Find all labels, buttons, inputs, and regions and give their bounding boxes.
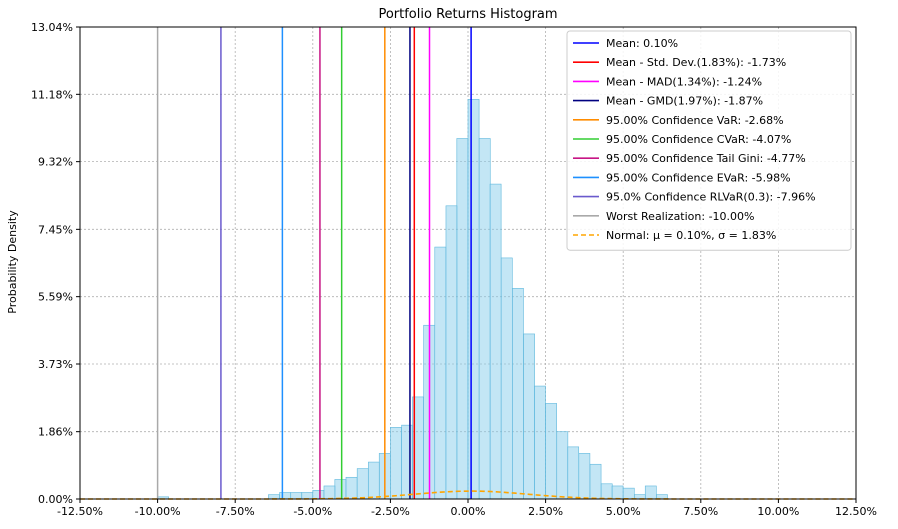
histogram-bar-4 [301,492,314,500]
histogram-bar-10 [368,461,380,500]
histogram-bar-9 [356,468,369,500]
y-tick-label-6: 11.18% [31,88,73,101]
x-tick-label-10: 12.50% [835,505,877,518]
y-tick-label-5: 9.32% [38,156,73,169]
legend: Mean: 0.10% Mean - Std. Dev.(1.83%): -1.7… [566,30,852,251]
histogram-bar-18 [456,138,469,500]
legend-label-var: 95.00% Confidence VaR: -2.68% [606,114,784,127]
legend-label-worst: Worst Realization: -10.00% [606,210,755,223]
y-axis-ticks: 0.00% 1.86% 3.73% 5.59% 7.45% 9.32% 11.18% 13.0… [31,21,80,506]
x-tick-label-7: 5.00% [606,505,641,518]
histogram-bar-30 [589,463,602,500]
chart-title: Portfolio Returns Histogram [378,7,557,22]
legend-label-mad: Mean - MAD(1.34%): -1.24% [606,75,762,88]
y-tick-label-2: 3.73% [38,358,73,371]
x-tick-label-2: -7.50% [216,505,255,518]
histogram-bar-17 [445,205,458,500]
histogram-bar-31 [600,483,613,500]
legend-label-rlvar: 95.0% Confidence RLVaR(0.3): -7.96% [606,191,816,204]
histogram-bar-28 [567,446,580,500]
histogram-bar-22 [500,257,513,500]
histogram-bar-12 [390,427,402,500]
histogram-bar-6 [323,485,336,500]
risk-lines [156,27,472,499]
histogram-bar-35 [644,485,657,500]
histogram-bar-27 [556,431,569,500]
x-tick-label-9: 10.00% [757,505,799,518]
histogram-bar-20 [478,138,491,500]
x-tick-label-3: -5.00% [293,505,332,518]
histogram-bar-32 [611,485,624,500]
histogram-bar-13 [401,424,413,500]
histogram-bar-26 [545,403,557,500]
histogram-bar-3 [290,492,303,500]
x-tick-label-0: -12.50% [57,505,103,518]
y-tick-label-3: 5.59% [38,291,73,304]
histogram-bar-21 [489,183,502,500]
legend-label-tail-gini: 95.00% Confidence Tail Gini: -4.77% [606,152,806,165]
y-tick-label-7: 13.04% [31,21,73,34]
histogram-bar-33 [622,487,635,500]
x-axis-ticks: -12.50% -10.00% -7.50% -5.00% -2.50% 0.00% 2.5… [57,499,877,518]
histogram-bar-2 [279,492,291,500]
y-tick-label-1: 1.86% [38,426,73,439]
x-tick-label-4: -2.50% [371,505,410,518]
histogram-bar-19 [467,99,480,500]
histogram-bar-7 [334,479,347,500]
x-tick-label-1: -10.00% [135,505,181,518]
legend-box [566,30,852,251]
legend-label-mean: Mean: 0.10% [606,37,678,50]
legend-label-gmd: Mean - GMD(1.97%): -1.87% [606,95,763,108]
histogram-bar-5 [312,490,325,500]
y-tick-label-0: 0.00% [38,493,73,506]
legend-label-std: Mean - Std. Dev.(1.83%): -1.73% [606,56,786,69]
histogram-bar-24 [523,333,535,500]
histogram-bar-29 [578,453,591,500]
y-axis-label: Probability Density [6,210,19,314]
histogram-bar-8 [345,476,358,500]
legend-label-evar: 95.00% Confidence EVaR: -5.98% [606,171,791,184]
x-tick-label-5: 0.00% [451,505,486,518]
histogram-bar-16 [434,246,447,500]
x-tick-label-8: 7.50% [683,505,718,518]
histogram-bar-25 [534,385,546,500]
legend-label-normal: Normal: μ = 0.10%, σ = 1.83% [606,229,776,242]
legend-label-cvar: 95.00% Confidence CVaR: -4.07% [606,133,791,146]
y-tick-label-4: 7.45% [38,223,73,236]
x-tick-label-6: 2.50% [528,505,563,518]
histogram-bar-23 [512,288,524,500]
